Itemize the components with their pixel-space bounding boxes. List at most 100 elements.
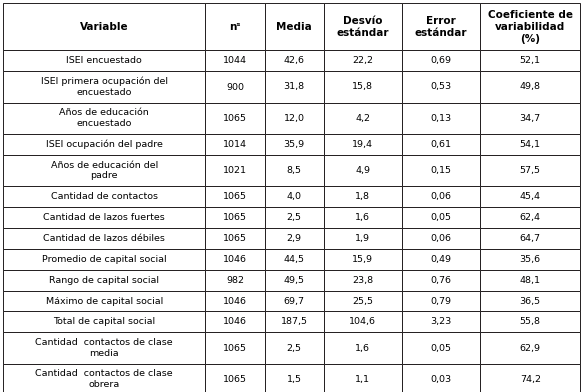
- Bar: [3, 134, 205, 155]
- Text: 0,61: 0,61: [431, 140, 452, 149]
- Bar: [205, 134, 265, 155]
- Text: ISEI primera ocupación del
encuestado: ISEI primera ocupación del encuestado: [41, 77, 168, 97]
- Bar: [402, 270, 480, 290]
- Bar: [265, 249, 324, 270]
- Text: Cantidad  contactos de clase
media: Cantidad contactos de clase media: [36, 338, 173, 358]
- Bar: [402, 228, 480, 249]
- Bar: [3, 186, 205, 207]
- Bar: [3, 51, 205, 71]
- Text: 34,7: 34,7: [519, 114, 541, 123]
- Text: 55,8: 55,8: [519, 318, 540, 327]
- Text: 0,03: 0,03: [431, 375, 452, 384]
- Text: 187,5: 187,5: [280, 318, 308, 327]
- Bar: [205, 186, 265, 207]
- Bar: [3, 290, 205, 312]
- Text: 1065: 1065: [223, 375, 247, 384]
- Text: 19,4: 19,4: [352, 140, 373, 149]
- Text: 900: 900: [226, 82, 244, 91]
- Text: 74,2: 74,2: [519, 375, 540, 384]
- Text: 35,9: 35,9: [283, 140, 305, 149]
- Text: 15,9: 15,9: [352, 255, 373, 264]
- Text: Años de educación
encuestado: Años de educación encuestado: [59, 109, 149, 128]
- Bar: [480, 228, 580, 249]
- Bar: [402, 3, 480, 51]
- Bar: [265, 71, 324, 103]
- Text: 4,9: 4,9: [355, 166, 370, 175]
- Text: 2,5: 2,5: [287, 213, 301, 222]
- Bar: [324, 186, 402, 207]
- Bar: [324, 103, 402, 134]
- Bar: [205, 332, 265, 364]
- Text: 1,8: 1,8: [355, 192, 370, 201]
- Text: 982: 982: [226, 276, 244, 285]
- Bar: [324, 3, 402, 51]
- Text: 62,9: 62,9: [519, 343, 540, 352]
- Text: Cantidad de lazos débiles: Cantidad de lazos débiles: [43, 234, 165, 243]
- Text: Rango de capital social: Rango de capital social: [49, 276, 159, 285]
- Text: 0,69: 0,69: [431, 56, 452, 65]
- Text: 0,53: 0,53: [431, 82, 452, 91]
- Text: 35,6: 35,6: [519, 255, 541, 264]
- Text: Cantidad  contactos de clase
obrera: Cantidad contactos de clase obrera: [36, 370, 173, 389]
- Bar: [265, 134, 324, 155]
- Bar: [205, 290, 265, 312]
- Bar: [402, 103, 480, 134]
- Bar: [265, 103, 324, 134]
- Text: 44,5: 44,5: [283, 255, 304, 264]
- Bar: [324, 134, 402, 155]
- Bar: [324, 207, 402, 228]
- Text: Promedio de capital social: Promedio de capital social: [42, 255, 167, 264]
- Bar: [3, 228, 205, 249]
- Text: 1065: 1065: [223, 343, 247, 352]
- Text: 1,6: 1,6: [355, 213, 370, 222]
- Text: 2,9: 2,9: [287, 234, 301, 243]
- Text: 1,5: 1,5: [287, 375, 301, 384]
- Bar: [265, 155, 324, 186]
- Bar: [3, 3, 205, 51]
- Bar: [3, 155, 205, 186]
- Bar: [3, 364, 205, 392]
- Text: ISEI encuestado: ISEI encuestado: [66, 56, 142, 65]
- Text: 0,15: 0,15: [431, 166, 452, 175]
- Text: 4,2: 4,2: [355, 114, 370, 123]
- Text: Máximo de capital social: Máximo de capital social: [45, 296, 163, 305]
- Bar: [402, 290, 480, 312]
- Text: Cantidad de lazos fuertes: Cantidad de lazos fuertes: [43, 213, 165, 222]
- Text: 1021: 1021: [223, 166, 247, 175]
- Bar: [324, 71, 402, 103]
- Text: 0,05: 0,05: [431, 213, 452, 222]
- Text: 3,23: 3,23: [431, 318, 452, 327]
- Bar: [480, 312, 580, 332]
- Bar: [265, 270, 324, 290]
- Bar: [265, 51, 324, 71]
- Bar: [265, 332, 324, 364]
- Bar: [480, 270, 580, 290]
- Bar: [205, 51, 265, 71]
- Text: 36,5: 36,5: [519, 296, 541, 305]
- Text: 0,49: 0,49: [431, 255, 452, 264]
- Bar: [3, 71, 205, 103]
- Text: 1065: 1065: [223, 192, 247, 201]
- Bar: [205, 364, 265, 392]
- Bar: [265, 3, 324, 51]
- Bar: [205, 312, 265, 332]
- Bar: [480, 186, 580, 207]
- Bar: [480, 207, 580, 228]
- Text: 1065: 1065: [223, 114, 247, 123]
- Bar: [324, 290, 402, 312]
- Text: 1065: 1065: [223, 213, 247, 222]
- Text: ISEI ocupación del padre: ISEI ocupación del padre: [45, 140, 163, 149]
- Text: 1065: 1065: [223, 234, 247, 243]
- Text: 0,76: 0,76: [431, 276, 452, 285]
- Bar: [3, 249, 205, 270]
- Text: Desvío
estándar: Desvío estándar: [336, 16, 389, 38]
- Bar: [205, 249, 265, 270]
- Bar: [480, 364, 580, 392]
- Text: 64,7: 64,7: [519, 234, 540, 243]
- Text: 0,05: 0,05: [431, 343, 452, 352]
- Bar: [480, 71, 580, 103]
- Bar: [402, 71, 480, 103]
- Text: 0,13: 0,13: [431, 114, 452, 123]
- Bar: [205, 207, 265, 228]
- Text: Cantidad de contactos: Cantidad de contactos: [51, 192, 157, 201]
